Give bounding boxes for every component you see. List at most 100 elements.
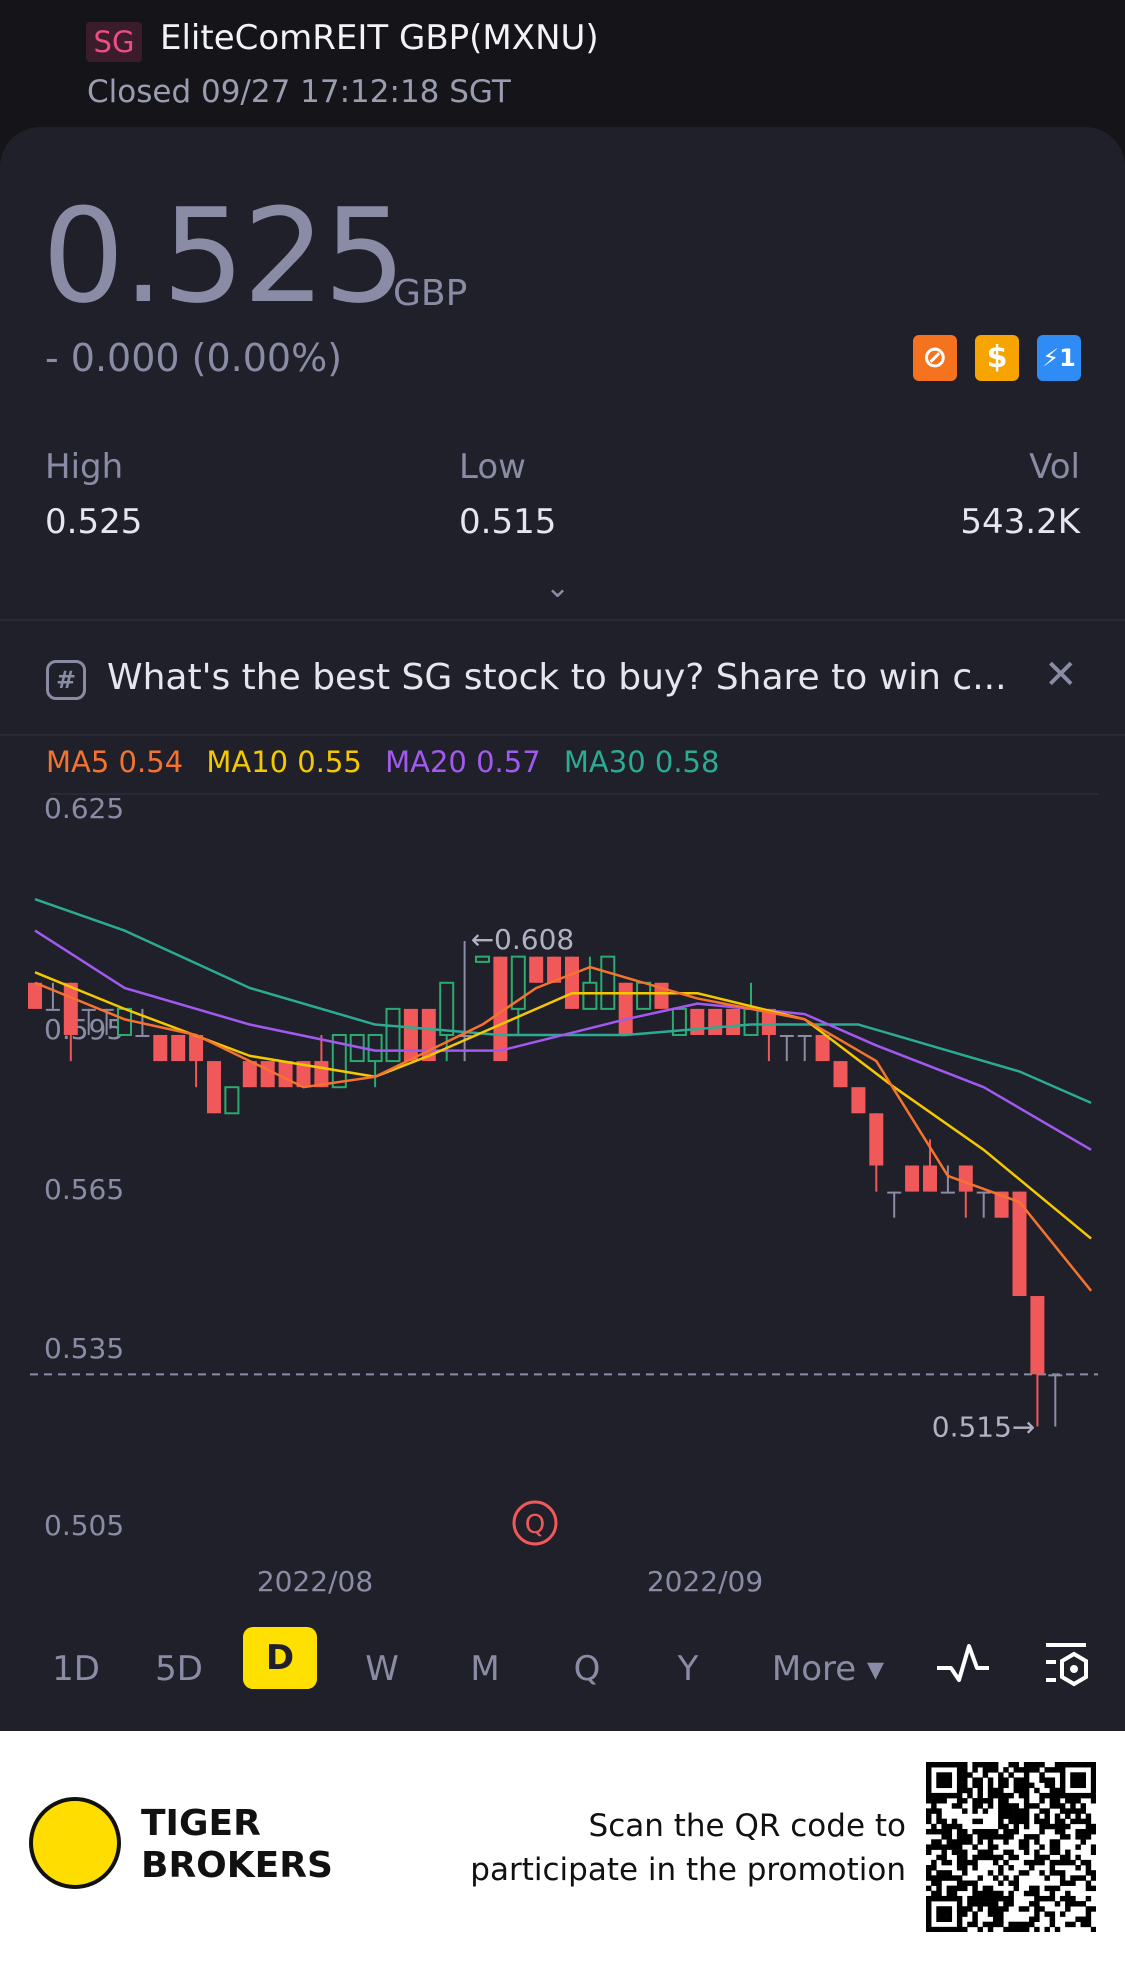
brand-name: TIGER BROKERS xyxy=(141,1803,333,1887)
candle-body xyxy=(207,1061,221,1114)
stock-title: EliteComREIT GBP(MXNU) xyxy=(160,18,599,58)
candle-body xyxy=(887,1191,902,1194)
candle-body xyxy=(547,956,562,983)
candle-body xyxy=(1012,1191,1027,1297)
promo-text: Scan the QR code to participate in the pr… xyxy=(470,1804,906,1892)
candle-body xyxy=(171,1034,186,1062)
high-value: 0.525 xyxy=(45,502,143,542)
low-value: 0.515 xyxy=(459,502,557,542)
flash-icon[interactable]: ⚡1 xyxy=(1037,335,1081,381)
ma10-legend: MA10 0.55 xyxy=(206,745,362,779)
candle-body xyxy=(1030,1296,1045,1375)
vol-value: 543.2K xyxy=(960,502,1080,542)
brand-line: BROKERS xyxy=(141,1845,333,1886)
ma-line-ma10 xyxy=(34,971,1092,1240)
tab-5d[interactable]: 5D xyxy=(155,1649,203,1689)
candle-body xyxy=(690,1008,705,1035)
candle-body xyxy=(940,1191,955,1194)
q-event-icon[interactable]: Q xyxy=(512,1500,558,1546)
promo-line: participate in the promotion xyxy=(470,1852,906,1888)
candle-body xyxy=(815,1034,830,1062)
candle-body xyxy=(331,1033,347,1089)
candle-body xyxy=(28,982,42,1009)
ma30-legend: MA30 0.58 xyxy=(563,745,720,779)
candle-body xyxy=(833,1061,848,1088)
candle-body xyxy=(153,1034,168,1062)
candle-body xyxy=(189,1034,204,1062)
ma-line-ma5 xyxy=(34,965,1093,1292)
divider xyxy=(0,619,1125,621)
header xyxy=(0,0,1125,130)
candle-body xyxy=(851,1087,866,1114)
hashtag-icon: # xyxy=(46,660,86,700)
no-short-icon[interactable]: ⊘ xyxy=(913,335,957,381)
chart-settings-icon[interactable] xyxy=(1042,1640,1090,1690)
last-price: 0.525 xyxy=(42,180,406,332)
x-tick: 2022/09 xyxy=(647,1565,763,1598)
candle-body xyxy=(976,1191,991,1194)
candle-body xyxy=(529,956,544,983)
ma20-legend: MA20 0.57 xyxy=(385,745,541,779)
candle-body xyxy=(779,1034,794,1037)
tab-1d[interactable]: 1D xyxy=(52,1649,100,1689)
candle-body xyxy=(708,1008,723,1035)
indicator-icon[interactable] xyxy=(935,1640,991,1690)
quote-card xyxy=(0,127,1125,1732)
close-icon[interactable]: ✕ xyxy=(1044,652,1078,698)
promo-banner-link[interactable]: What's the best SG stock to buy? Share t… xyxy=(107,657,1007,698)
ma5-legend: MA5 0.54 xyxy=(46,745,184,779)
candle-body xyxy=(367,1033,383,1063)
tiger-logo xyxy=(29,1797,121,1889)
candlestick-chart[interactable]: 0.625 0.595 0.565 0.535 0.505 2022/08 20… xyxy=(0,780,1125,1610)
candle-body xyxy=(403,1008,418,1062)
max-price-label: ←0.608 xyxy=(471,923,575,956)
y-tick: 0.505 xyxy=(44,1509,124,1542)
candle-body xyxy=(385,1007,401,1063)
x-tick: 2022/08 xyxy=(257,1565,373,1598)
y-tick: 0.535 xyxy=(44,1332,124,1365)
candle-body xyxy=(224,1086,240,1115)
market-badge: SG xyxy=(86,22,142,62)
more-dropdown[interactable]: More ▾ xyxy=(771,1649,885,1689)
tab-q[interactable]: Q xyxy=(573,1649,601,1689)
tab-y[interactable]: Y xyxy=(677,1649,699,1689)
candle-body xyxy=(618,982,633,1035)
candle-body xyxy=(278,1061,293,1088)
vol-label: Vol xyxy=(1029,447,1080,487)
candle-body xyxy=(260,1061,275,1088)
candle-body xyxy=(869,1113,884,1166)
candle-body xyxy=(1048,1374,1063,1377)
dollar-icon[interactable]: $ xyxy=(975,335,1019,381)
candle-body xyxy=(923,1165,937,1192)
y-tick: 0.595 xyxy=(44,1013,124,1046)
brand-line: TIGER xyxy=(141,1803,261,1844)
candle-body xyxy=(994,1191,1009,1218)
tab-m[interactable]: M xyxy=(470,1649,500,1689)
y-tick: 0.625 xyxy=(44,792,124,825)
candle-body xyxy=(582,981,598,1010)
candle-body xyxy=(99,1008,114,1011)
candle-body xyxy=(761,1008,776,1035)
candle-body xyxy=(905,1165,920,1192)
y-tick: 0.565 xyxy=(44,1173,124,1206)
tab-d[interactable]: D xyxy=(243,1627,317,1689)
divider xyxy=(0,734,1125,736)
ma-line-ma30 xyxy=(34,898,1092,1104)
candle-body xyxy=(475,955,490,963)
tab-w[interactable]: W xyxy=(365,1649,399,1689)
candle-body xyxy=(510,955,526,1010)
min-price-label: 0.515→ xyxy=(932,1411,1036,1444)
candle-body xyxy=(565,956,579,1009)
ma-line-ma20 xyxy=(34,929,1092,1151)
currency: GBP xyxy=(393,273,468,314)
expand-chevron-icon[interactable]: ⌄ xyxy=(545,570,571,605)
candle-body xyxy=(135,1034,150,1037)
high-label: High xyxy=(45,447,124,487)
candle-body xyxy=(797,1034,812,1037)
candle-body xyxy=(242,1061,257,1088)
candle-body xyxy=(743,1007,759,1036)
candle-body xyxy=(457,1034,472,1037)
promo-line: Scan the QR code to xyxy=(588,1808,906,1844)
candle-body xyxy=(636,981,652,1010)
candle-body xyxy=(63,982,78,1035)
